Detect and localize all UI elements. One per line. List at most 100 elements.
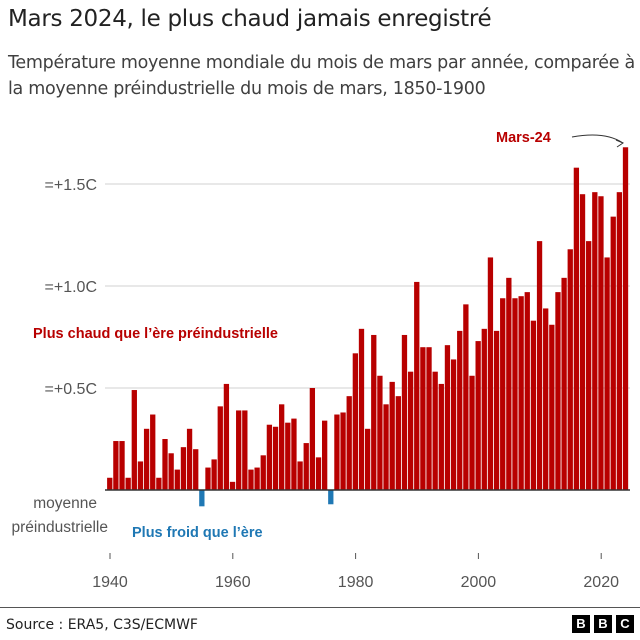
bar-1950 bbox=[168, 453, 174, 490]
x-tick-label: 1980 bbox=[338, 574, 374, 591]
bar-1988 bbox=[401, 334, 408, 490]
footer-divider bbox=[0, 607, 640, 608]
bar-1971 bbox=[297, 461, 303, 490]
bar-2020 bbox=[598, 196, 604, 491]
x-tick-label: 1940 bbox=[92, 574, 128, 591]
bar-1942 bbox=[119, 441, 125, 490]
bar-1980 bbox=[352, 353, 358, 490]
bbc-logo: B B C bbox=[572, 615, 634, 633]
bar-1957 bbox=[211, 459, 217, 490]
bar-1989 bbox=[407, 371, 414, 490]
bar-2013 bbox=[555, 292, 561, 490]
bar-2018 bbox=[586, 241, 592, 490]
bar-1973 bbox=[309, 388, 316, 490]
bar-2011 bbox=[543, 308, 549, 490]
bar-1987 bbox=[395, 396, 401, 490]
bar-2022 bbox=[610, 216, 616, 490]
bar-1959 bbox=[223, 383, 230, 490]
bbc-logo-b1: B bbox=[572, 615, 590, 633]
bar-1947 bbox=[150, 414, 156, 490]
bar-1958 bbox=[217, 406, 223, 490]
bar-2001 bbox=[481, 328, 487, 490]
bar-1976 bbox=[328, 490, 334, 505]
bar-1966 bbox=[266, 424, 273, 490]
x-tick-label: 2020 bbox=[583, 574, 619, 591]
bar-1949 bbox=[162, 439, 168, 490]
bar-2015 bbox=[567, 249, 573, 490]
annotation-colder: Plus froid que l’ère bbox=[132, 525, 263, 541]
y-tick-label: =+0.5C bbox=[45, 381, 97, 398]
baseline-label-line1: moyenne bbox=[33, 495, 97, 512]
bar-2007 bbox=[518, 296, 524, 490]
bar-1974 bbox=[315, 457, 322, 490]
bar-1997 bbox=[457, 330, 463, 490]
x-tick-label: 1960 bbox=[215, 574, 251, 591]
bar-1984 bbox=[377, 375, 383, 490]
bar-1943 bbox=[125, 477, 131, 490]
bar-1995 bbox=[444, 345, 451, 490]
bar-1977 bbox=[334, 414, 340, 490]
bar-2019 bbox=[592, 192, 598, 490]
bar-1982 bbox=[364, 428, 371, 490]
chart-title: Mars 2024, le plus chaud jamais enregist… bbox=[8, 6, 492, 32]
bbc-logo-c: C bbox=[616, 615, 634, 633]
bar-1963 bbox=[248, 469, 254, 490]
bar-2017 bbox=[579, 194, 586, 490]
bar-2024 bbox=[622, 147, 629, 490]
bar-1940 bbox=[107, 477, 113, 490]
bar-1945 bbox=[137, 461, 144, 490]
bar-1994 bbox=[438, 383, 444, 490]
bbc-logo-b2: B bbox=[594, 615, 612, 633]
bar-2010 bbox=[536, 241, 543, 490]
bar-1996 bbox=[450, 359, 457, 490]
annotation-arrowhead bbox=[615, 139, 625, 148]
baseline-label-line2: préindustrielle bbox=[12, 519, 109, 536]
annotation-mars-24: Mars-24 bbox=[496, 130, 551, 146]
bar-1991 bbox=[420, 347, 426, 490]
bar-1983 bbox=[371, 334, 377, 490]
bar-2003 bbox=[493, 330, 500, 490]
bar-1986 bbox=[389, 381, 395, 490]
bar-1961 bbox=[236, 410, 242, 490]
bar-1952 bbox=[180, 447, 187, 490]
bar-1954 bbox=[193, 449, 199, 490]
bar-1941 bbox=[113, 441, 119, 490]
bar-1946 bbox=[143, 428, 150, 490]
bar-1960 bbox=[229, 481, 236, 490]
bar-2023 bbox=[616, 192, 623, 490]
bar-1970 bbox=[291, 418, 297, 490]
bar-1969 bbox=[285, 422, 291, 490]
bar-2008 bbox=[524, 292, 530, 490]
y-tick-label: =+1.0C bbox=[45, 279, 97, 296]
bar-1998 bbox=[463, 304, 469, 490]
bar-1967 bbox=[272, 426, 279, 490]
bar-2005 bbox=[506, 277, 512, 490]
y-tick-label: =+1.5C bbox=[45, 177, 97, 194]
bar-1948 bbox=[156, 477, 162, 490]
bar-1992 bbox=[426, 347, 432, 490]
x-tick-label: 2000 bbox=[461, 574, 497, 591]
bar-1956 bbox=[205, 467, 211, 490]
bar-2012 bbox=[549, 324, 555, 490]
bar-1951 bbox=[174, 469, 180, 490]
bar-1968 bbox=[279, 404, 285, 490]
bar-1985 bbox=[383, 404, 389, 490]
bar-1944 bbox=[131, 390, 137, 490]
bar-2014 bbox=[561, 277, 567, 490]
bar-1993 bbox=[432, 371, 438, 490]
bar-1964 bbox=[254, 467, 260, 490]
bar-2009 bbox=[530, 320, 537, 490]
bar-2016 bbox=[573, 167, 580, 490]
bar-1955 bbox=[199, 490, 205, 507]
bar-1999 bbox=[469, 375, 475, 490]
bar-1978 bbox=[340, 412, 346, 490]
bar-1975 bbox=[322, 420, 328, 490]
bar-1990 bbox=[414, 281, 420, 490]
bar-2006 bbox=[512, 298, 518, 490]
bar-1965 bbox=[260, 455, 266, 490]
bar-2002 bbox=[487, 257, 494, 490]
annotation-warmer: Plus chaud que l’ère préindustrielle bbox=[33, 326, 278, 342]
bar-1972 bbox=[303, 443, 309, 490]
bar-1962 bbox=[242, 410, 248, 490]
